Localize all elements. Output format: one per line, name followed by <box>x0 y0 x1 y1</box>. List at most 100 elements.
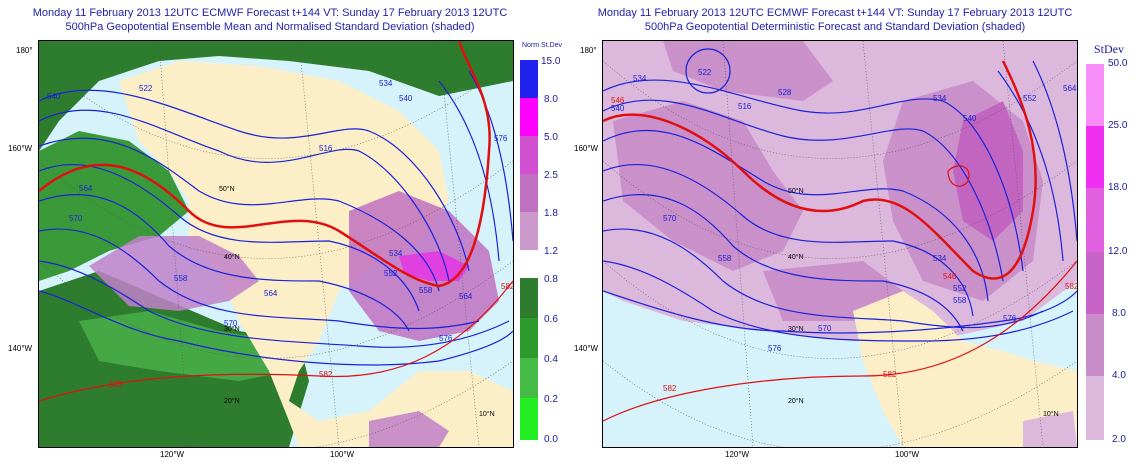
right-lon-label-160w: 160°W <box>574 144 599 153</box>
contour-582-red <box>39 280 513 402</box>
right-colorbar-label: 12.0 <box>1108 246 1128 257</box>
colorbar-swatch <box>520 358 538 398</box>
colorbar-swatch <box>520 212 538 250</box>
contour-label: 570 <box>663 214 677 223</box>
left-colorbar-label: 15.0 <box>541 56 561 67</box>
grid-label-lat: 50°N <box>788 187 804 195</box>
spread-dark-green-north <box>39 41 513 151</box>
right-colorbar-label: 25.0 <box>1108 120 1128 131</box>
geopotential-contours <box>603 48 1077 342</box>
contour-label: 570 <box>224 319 238 328</box>
grid-label-lat: 20°N <box>224 397 240 405</box>
contour-label-546: 546 <box>943 272 957 281</box>
left-lon-bottom-120w: 120°W <box>160 450 185 459</box>
right-title-line2: 500hPa Geopotential Deterministic Foreca… <box>644 21 1026 33</box>
contour-label-582: 582 <box>883 370 897 379</box>
colorbar-swatch <box>1086 314 1104 376</box>
left-colorbar-label: 0.0 <box>544 434 558 445</box>
left-colorbar-label: 0.4 <box>544 354 558 365</box>
right-map-svg: 522 540 534 516 528 534 540 552 564 534 … <box>603 41 1077 447</box>
left-colorbar-label: 8.0 <box>544 94 558 105</box>
left-colorbar-label: 5.0 <box>544 132 558 143</box>
contour-label: 558 <box>174 274 188 283</box>
stdev-medium-purple-north <box>663 41 833 101</box>
contour-label-group: 522 540 534 516 528 534 540 552 564 534 … <box>611 68 1077 353</box>
left-lon-label-160w: 160°W <box>8 144 33 153</box>
contour-label-582: 582 <box>109 380 123 389</box>
grid-label-lat: 50°N <box>219 185 235 193</box>
colorbar-swatch <box>520 398 538 440</box>
contour-label: 540 <box>611 104 625 113</box>
colorbar-swatch <box>1086 376 1104 440</box>
right-colorbar <box>1086 64 1104 440</box>
colorbar-swatch <box>1086 188 1104 252</box>
contour-label: 522 <box>139 84 153 93</box>
contour-label: 576 <box>1003 314 1017 323</box>
contour-label: 576 <box>494 134 508 143</box>
left-colorbar <box>520 60 538 440</box>
contour-label: 564 <box>459 292 473 301</box>
grid-label-lat: 40°N <box>788 253 804 261</box>
colorbar-swatch <box>520 136 538 174</box>
contour-label: 534 <box>389 249 403 258</box>
contour-label-582: 582 <box>319 370 333 379</box>
left-title-line2: 500hPa Geopotential Ensemble Mean and No… <box>65 21 475 33</box>
right-lon-label-140w: 140°W <box>574 344 599 353</box>
contour-label: 564 <box>1063 84 1077 93</box>
contour-582-red <box>603 260 1077 422</box>
contour-label: 540 <box>963 114 977 123</box>
contour-label: 564 <box>79 184 93 193</box>
contour-516-red <box>947 165 970 187</box>
left-title-line1: Monday 11 February 2013 12UTC ECMWF Fore… <box>32 7 508 19</box>
geopotential-contours <box>39 70 513 366</box>
spread-magenta-core <box>399 251 469 281</box>
stdev-purple-mexico <box>1023 411 1077 447</box>
contour-label: 558 <box>953 296 967 305</box>
contour-label-582: 582 <box>663 384 677 393</box>
grid-label-lat: 30°N <box>788 325 804 333</box>
contour-label: 552 <box>1023 94 1037 103</box>
grid-label-lat: 10°N <box>1043 410 1059 418</box>
left-map: 540 522 534 540 534 552 558 564 558 564 … <box>38 40 514 448</box>
graticule <box>39 41 513 447</box>
right-title-line1: Monday 11 February 2013 12UTC ECMWF Fore… <box>597 7 1073 19</box>
colorbar-swatch <box>1086 64 1104 126</box>
contour-label: 570 <box>818 324 832 333</box>
left-colorbar-label: 2.5 <box>544 170 558 181</box>
stdev-medium-purple-west <box>613 101 803 271</box>
contour-label: 534 <box>933 254 947 263</box>
left-lon-label-140w: 140°W <box>8 344 33 353</box>
contour-label: 540 <box>47 92 61 101</box>
contour-label-582: 582 <box>1065 282 1077 291</box>
contour-label: 534 <box>379 79 393 88</box>
grid-label-lat: 20°N <box>788 397 804 405</box>
colorbar-swatch <box>520 98 538 136</box>
left-colorbar-title: Norm St.Dev <box>522 42 563 49</box>
right-lon-label-180: 180° <box>580 46 597 55</box>
contour-label-group: 540 522 534 540 534 552 558 564 558 564 … <box>47 79 508 343</box>
contour-label: 534 <box>933 94 947 103</box>
colorbar-swatch <box>520 250 538 278</box>
right-colorbar-label: 8.0 <box>1112 308 1126 319</box>
right-colorbar-label: 18.0 <box>1108 182 1128 193</box>
contour-label: 552 <box>953 284 967 293</box>
right-colorbar-title: StDev <box>1094 42 1124 56</box>
right-colorbar-label: 4.0 <box>1112 370 1126 381</box>
contour-label: 576 <box>768 344 782 353</box>
contour-label: 558 <box>718 254 732 263</box>
left-colorbar-label: 0.8 <box>544 274 558 285</box>
contour-label: 576 <box>439 334 453 343</box>
contour-label: 522 <box>698 68 712 77</box>
right-colorbar-label: 2.0 <box>1112 434 1126 445</box>
spread-purple-pacific <box>89 236 259 311</box>
contour-label-582: 582 <box>501 282 513 291</box>
spread-purple-mexico <box>369 411 449 447</box>
grid-label-lat: 10°N <box>479 410 495 418</box>
left-lon-bottom-100w: 100°W <box>330 450 355 459</box>
right-colorbar-label: 50.0 <box>1108 58 1128 69</box>
left-map-svg: 540 522 534 540 534 552 558 564 558 564 … <box>39 41 513 447</box>
right-map: 522 540 534 516 528 534 540 552 564 534 … <box>602 40 1078 448</box>
colorbar-swatch <box>520 278 538 318</box>
colorbar-swatch <box>520 318 538 358</box>
contour-label: 570 <box>69 214 83 223</box>
